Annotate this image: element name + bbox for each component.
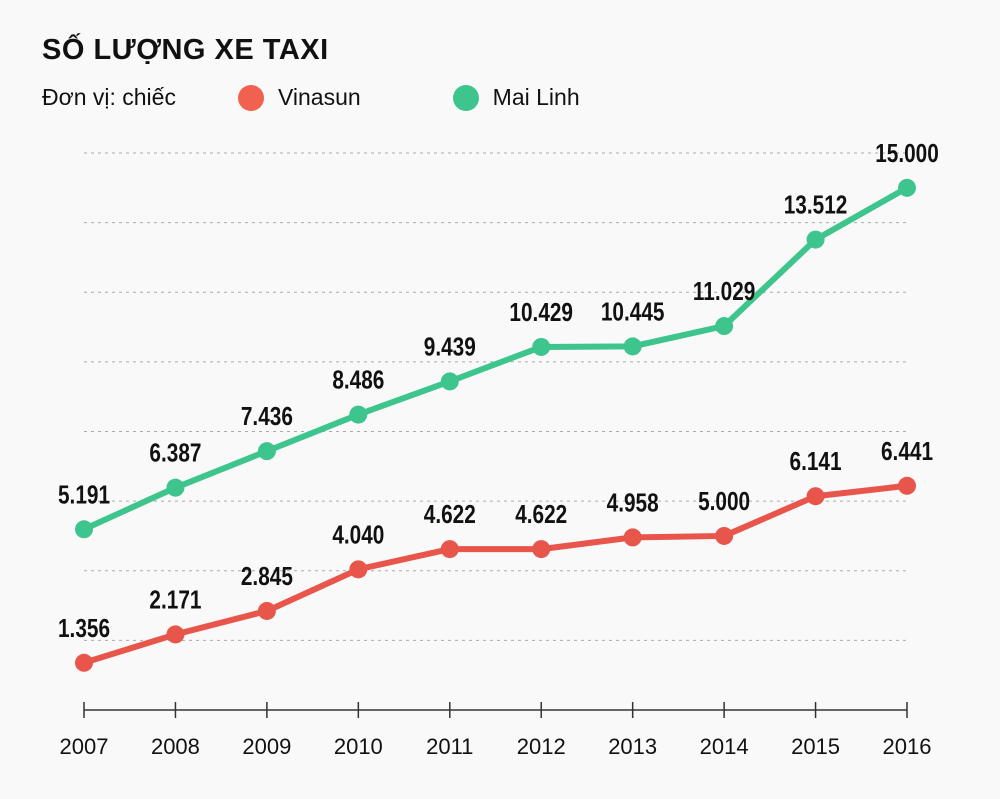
data-label: 5.191 (58, 480, 110, 509)
data-point (806, 487, 825, 506)
data-point (898, 178, 916, 197)
data-label: 13.512 (784, 190, 848, 219)
legend-label: Vinasun (277, 84, 361, 110)
x-tick-label: 2015 (791, 734, 840, 759)
data-label: 1.356 (58, 614, 110, 643)
x-tick-label: 2008 (151, 734, 200, 759)
legend-item-mai-linh: Mai Linh (452, 84, 580, 111)
data-label: 7.436 (241, 402, 293, 431)
data-label: 2.845 (241, 562, 293, 591)
data-point (715, 317, 734, 336)
data-label: 4.958 (607, 488, 659, 517)
data-point (257, 601, 276, 620)
x-tick-label: 2014 (700, 734, 749, 759)
legend-item-vinasun: Vinasun (237, 84, 361, 111)
data-point (349, 560, 368, 579)
data-label: 6.141 (790, 447, 842, 476)
data-point (75, 520, 93, 539)
data-point (257, 442, 276, 461)
legend-label: Mai Linh (492, 84, 580, 110)
legend-dot-icon (237, 84, 264, 111)
data-point (623, 337, 642, 356)
data-point (715, 526, 734, 545)
series-line-vinasun (83, 482, 908, 666)
legend: Đơn vị: chiếc Vinasun Mai Linh (42, 84, 672, 111)
data-label: 9.439 (424, 332, 476, 361)
x-tick-label: 2013 (608, 734, 657, 759)
series-line-mai-linh (82, 185, 909, 533)
data-label: 6.387 (149, 438, 201, 467)
data-point (166, 478, 185, 497)
data-label: 10.429 (509, 298, 573, 327)
x-tick-label: 2009 (242, 734, 291, 759)
data-point (440, 372, 459, 391)
data-label: 11.029 (693, 277, 755, 306)
unit-label: Đơn vị: chiếc (42, 84, 176, 110)
data-point (349, 405, 368, 424)
data-point (806, 230, 825, 249)
x-tick-label: 2007 (60, 734, 109, 759)
data-point (75, 653, 93, 672)
x-tick-label: 2012 (517, 734, 566, 759)
data-point (532, 540, 551, 559)
data-label: 4.622 (424, 500, 476, 529)
x-tick-label: 2016 (883, 734, 932, 759)
data-point (898, 476, 916, 495)
data-label: 2.171 (149, 585, 201, 614)
chart-title: SỐ LƯỢNG XE TAXI (42, 34, 329, 66)
data-label: 15.000 (875, 139, 939, 168)
data-label: 10.445 (601, 297, 665, 326)
data-point (623, 528, 642, 547)
data-point (440, 540, 459, 559)
x-tick-label: 2011 (426, 734, 473, 759)
legend-dot-icon (452, 84, 479, 111)
data-label: 4.622 (515, 500, 567, 529)
data-point (166, 625, 185, 644)
data-label: 5.000 (698, 487, 750, 516)
x-tick-label: 2010 (334, 734, 383, 759)
data-point (532, 337, 551, 356)
data-label: 8.486 (332, 365, 384, 394)
data-label: 4.040 (332, 520, 384, 549)
data-label: 6.441 (881, 437, 933, 466)
